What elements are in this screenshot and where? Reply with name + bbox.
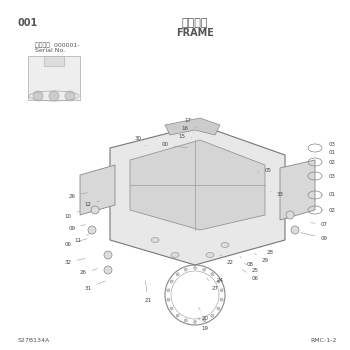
Text: 09: 09 [301, 233, 328, 240]
Circle shape [217, 280, 220, 283]
Text: 06: 06 [64, 239, 87, 246]
Text: 27: 27 [207, 278, 218, 290]
Text: S27B134A: S27B134A [18, 338, 50, 343]
Text: 31: 31 [84, 281, 105, 290]
Text: 17: 17 [184, 118, 196, 128]
Polygon shape [110, 125, 285, 265]
Circle shape [49, 91, 59, 101]
Polygon shape [280, 160, 315, 220]
Text: 08: 08 [240, 257, 253, 267]
Text: 03: 03 [323, 141, 336, 147]
Text: 適用号機  000001-: 適用号機 000001- [35, 42, 79, 48]
Text: 30: 30 [134, 135, 146, 146]
Text: 15: 15 [178, 133, 192, 139]
Circle shape [91, 206, 99, 214]
Circle shape [104, 266, 112, 274]
Circle shape [194, 321, 196, 323]
Circle shape [65, 91, 75, 101]
Text: 29: 29 [254, 253, 268, 262]
Text: 11: 11 [75, 233, 90, 243]
Text: 01: 01 [321, 193, 336, 197]
Text: RMC-1-2: RMC-1-2 [310, 338, 336, 343]
Circle shape [170, 280, 173, 283]
Circle shape [176, 314, 179, 317]
Text: 01: 01 [323, 149, 336, 154]
Text: 20: 20 [198, 307, 209, 321]
Text: 25: 25 [244, 264, 259, 273]
Ellipse shape [206, 252, 214, 258]
Text: 19: 19 [198, 317, 209, 330]
Circle shape [184, 319, 187, 322]
Text: 02: 02 [321, 208, 336, 212]
Text: 26: 26 [79, 269, 97, 275]
Ellipse shape [151, 238, 159, 243]
Polygon shape [80, 165, 115, 215]
Circle shape [194, 266, 196, 270]
Polygon shape [165, 118, 220, 135]
Circle shape [167, 289, 170, 292]
Text: 22: 22 [220, 255, 233, 265]
Polygon shape [130, 140, 265, 230]
Text: フレーム: フレーム [182, 18, 208, 28]
Text: 24: 24 [212, 272, 224, 282]
Circle shape [220, 298, 223, 301]
Ellipse shape [171, 252, 179, 258]
Circle shape [211, 273, 214, 276]
Circle shape [203, 268, 206, 271]
Text: 26: 26 [69, 193, 87, 198]
Circle shape [167, 298, 170, 301]
Text: 02: 02 [323, 161, 336, 166]
Circle shape [291, 226, 299, 234]
Circle shape [220, 289, 223, 292]
Circle shape [211, 314, 214, 317]
Circle shape [176, 273, 179, 276]
Text: 05: 05 [258, 168, 272, 173]
Text: 21: 21 [145, 281, 152, 302]
Text: 12: 12 [84, 201, 99, 208]
Circle shape [88, 226, 96, 234]
Text: 07: 07 [311, 223, 328, 228]
Circle shape [203, 319, 206, 322]
Text: 00: 00 [161, 142, 187, 148]
Text: 06: 06 [242, 270, 259, 280]
Circle shape [184, 268, 187, 271]
Text: 33: 33 [271, 191, 284, 197]
Text: 32: 32 [64, 259, 85, 265]
Text: 001: 001 [18, 18, 38, 28]
Text: 09: 09 [69, 225, 85, 231]
Text: 10: 10 [64, 211, 79, 218]
Text: 16: 16 [182, 126, 194, 133]
Circle shape [104, 251, 112, 259]
FancyBboxPatch shape [28, 56, 80, 100]
Circle shape [170, 307, 173, 310]
Text: 28: 28 [260, 247, 273, 254]
Circle shape [286, 211, 294, 219]
Circle shape [217, 307, 220, 310]
FancyBboxPatch shape [44, 56, 64, 66]
Text: Serial No.: Serial No. [35, 48, 65, 53]
Ellipse shape [221, 243, 229, 247]
Text: FRAME: FRAME [176, 28, 214, 38]
Circle shape [33, 91, 43, 101]
Text: 03: 03 [323, 174, 336, 178]
